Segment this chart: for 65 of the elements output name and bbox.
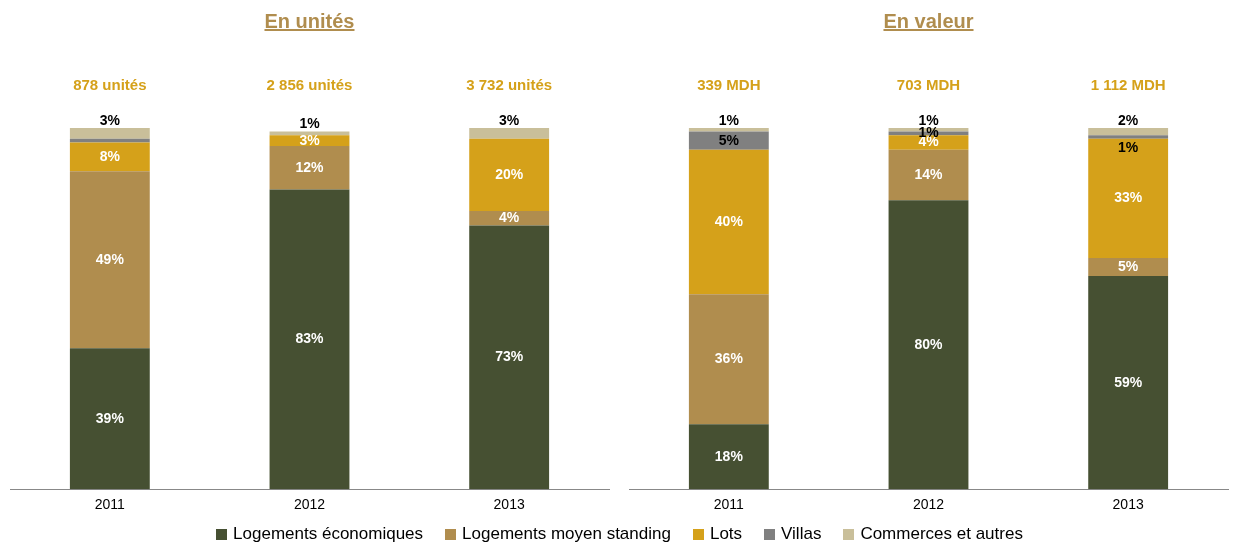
- data-label: 8%: [99, 147, 121, 164]
- bar: [1088, 135, 1169, 139]
- bar: [69, 128, 150, 139]
- data-label: 3%: [499, 111, 520, 128]
- text: 1 112 MDH: [1090, 76, 1166, 94]
- text: 2 856 unités: [266, 76, 353, 94]
- data-label: 3%: [99, 111, 121, 128]
- x-tick-label: 2012: [293, 496, 326, 513]
- data-label: 2%: [1118, 111, 1139, 128]
- data-label: 18%: [714, 447, 744, 464]
- legend-label: Logements économiques: [233, 524, 424, 544]
- bar: [688, 294, 769, 425]
- bar: [269, 146, 350, 190]
- bar: [69, 171, 150, 349]
- data-label: 59%: [1114, 373, 1143, 390]
- data-label: 36%: [714, 350, 744, 367]
- data-label: 1%: [1118, 138, 1139, 155]
- data-label: 4%: [499, 209, 520, 226]
- legend-label: Logements moyen standing: [462, 524, 671, 544]
- bar: [69, 348, 150, 490]
- bar: [1088, 128, 1169, 136]
- data-label: 33%: [1114, 189, 1143, 206]
- data-label: 1%: [718, 111, 740, 128]
- legend-label: Villas: [781, 524, 822, 544]
- data-label: 3%: [299, 131, 321, 148]
- data-label: 73%: [495, 348, 524, 365]
- bar: [469, 128, 550, 139]
- text: 339 MDH: [697, 76, 761, 94]
- data-label: 39%: [95, 409, 125, 426]
- bar: [888, 200, 969, 490]
- data-label: 14%: [914, 165, 944, 182]
- data-label: 1%: [299, 115, 321, 132]
- legend-label: Commerces et autres: [860, 524, 1023, 544]
- data-label: 20%: [495, 165, 524, 182]
- x-tick-label: 2013: [1112, 496, 1144, 513]
- data-label: 5%: [1118, 257, 1139, 274]
- chart-title: En valeur: [882, 9, 975, 34]
- bar: [69, 142, 150, 172]
- text: 878 unités: [73, 76, 147, 94]
- bar: [688, 128, 769, 132]
- bar: [469, 225, 550, 490]
- data-label: 1%: [918, 111, 940, 128]
- bar: [688, 424, 769, 490]
- chart-title: En unités: [263, 9, 356, 34]
- bar: [469, 138, 550, 212]
- data-label: 5%: [718, 131, 740, 148]
- data-label: 83%: [295, 330, 325, 347]
- bar: [1088, 258, 1169, 277]
- bar: [688, 149, 769, 295]
- x-tick-label: 2012: [912, 496, 945, 513]
- data-label: 12%: [295, 158, 325, 175]
- data-label: 40%: [714, 212, 744, 229]
- bar: [1088, 276, 1169, 490]
- x-tick-label: 2011: [94, 496, 126, 513]
- data-label: 80%: [914, 335, 944, 352]
- bar: [1088, 138, 1169, 259]
- data-label: 49%: [95, 250, 125, 267]
- text: 703 MDH: [896, 76, 961, 94]
- text: 3 732 unités: [466, 76, 553, 94]
- bar: [469, 211, 550, 226]
- x-tick-label: 2011: [713, 496, 745, 513]
- legend-label: Lots: [709, 524, 743, 544]
- bar: [888, 149, 969, 201]
- bar: [269, 189, 350, 490]
- x-tick-label: 2013: [493, 496, 525, 513]
